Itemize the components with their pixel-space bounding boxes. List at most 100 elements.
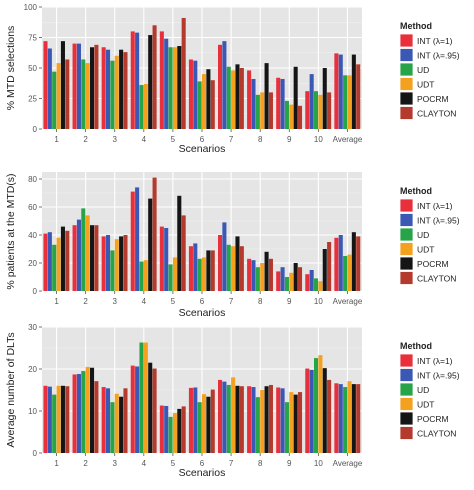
legend-label: INT (λ=1) — [417, 356, 453, 366]
x-tick-label: 8 — [258, 135, 263, 144]
bar-ud — [226, 66, 231, 129]
bar-ud — [139, 261, 144, 291]
y-axis-title: % MTD selections — [5, 26, 17, 111]
legend-label: UD — [417, 230, 429, 240]
legend-label: INT (λ=.95) — [417, 216, 460, 226]
bar-int-95- — [135, 32, 140, 130]
bar-int-1- — [305, 274, 310, 291]
bar-int-1- — [218, 379, 223, 453]
bar-ud — [168, 264, 173, 291]
bar-int-95- — [309, 270, 314, 291]
bar-udt — [318, 355, 323, 453]
bar-clayton — [327, 242, 332, 291]
bar-clayton — [94, 225, 99, 291]
bar-int-1- — [72, 43, 77, 129]
legend-title: Method — [400, 21, 432, 31]
bar-ud — [255, 397, 260, 453]
bar-int-95- — [222, 41, 227, 129]
bar-udt — [231, 377, 236, 453]
bar-int-95- — [222, 222, 227, 291]
x-tick-label: 5 — [171, 135, 176, 144]
x-tick-label: 3 — [113, 297, 118, 306]
bar-int-1- — [188, 387, 193, 453]
x-tick-label: 9 — [287, 135, 292, 144]
legend-swatch — [399, 271, 414, 285]
y-tick-label: 0 — [33, 287, 38, 296]
bar-udt — [260, 263, 265, 291]
bar-ud — [343, 75, 348, 129]
legend-label: UDT — [417, 400, 434, 410]
y-tick-label: 30 — [28, 323, 37, 332]
bar-pocrm — [206, 250, 211, 291]
bar-ud — [255, 267, 260, 291]
legend-label: UD — [417, 385, 429, 395]
bar-udt — [143, 260, 148, 291]
legend-label: UDT — [417, 80, 434, 90]
legend-swatch — [399, 242, 414, 256]
legend-label: UDT — [417, 245, 434, 255]
bar-clayton — [239, 386, 244, 453]
bar-ud — [314, 358, 319, 453]
bar-pocrm — [351, 384, 356, 453]
legend-swatch — [399, 106, 414, 120]
bar-udt — [143, 342, 148, 453]
bar-int-95- — [76, 43, 81, 129]
bar-int-1- — [334, 53, 339, 129]
bar-ud — [284, 100, 289, 129]
bar-ud — [284, 402, 289, 453]
legend-label: INT (λ=.95) — [417, 371, 460, 381]
bar-int-95- — [251, 260, 256, 291]
bar-clayton — [152, 177, 157, 291]
bar-int-95- — [135, 366, 140, 453]
bar-clayton — [94, 44, 99, 129]
bar-clayton — [123, 388, 128, 453]
x-axis-title: Scenarios — [179, 467, 226, 479]
x-tick-label: 7 — [229, 459, 234, 468]
legend-label: INT (λ=1) — [417, 201, 453, 211]
bar-udt — [289, 272, 294, 291]
bar-clayton — [268, 92, 273, 129]
bar-int-1- — [159, 405, 164, 453]
bar-pocrm — [264, 386, 269, 453]
bar-int-95- — [47, 232, 52, 291]
bar-int-1- — [305, 91, 310, 129]
bar-clayton — [123, 52, 128, 129]
bar-int-1- — [247, 70, 252, 129]
bar-int-1- — [276, 271, 281, 291]
y-tick-label: 80 — [28, 175, 37, 184]
bar-udt — [114, 55, 119, 129]
x-tick-label: 2 — [83, 459, 88, 468]
bar-int-95- — [280, 267, 285, 291]
x-tick-label: 1 — [54, 297, 59, 306]
bar-pocrm — [90, 47, 95, 130]
bar-int-95- — [47, 48, 52, 130]
legend-swatch — [399, 33, 414, 48]
bar-udt — [347, 75, 352, 129]
bar-ud — [314, 278, 319, 291]
bar-udt — [318, 281, 323, 291]
legend-label: POCRM — [417, 414, 449, 424]
bar-clayton — [210, 389, 215, 453]
legend-label: POCRM — [417, 94, 449, 104]
y-tick-label: 10 — [28, 407, 37, 416]
bar-ud — [139, 342, 144, 453]
bar-udt — [289, 104, 294, 129]
bar-udt — [56, 385, 61, 453]
bar-udt — [318, 94, 323, 129]
bar-udt — [172, 413, 177, 453]
bar-int-95- — [193, 243, 198, 291]
y-tick-label: 20 — [28, 259, 37, 268]
bar-pocrm — [206, 69, 211, 129]
bar-clayton — [239, 246, 244, 291]
bar-int-95- — [193, 60, 198, 129]
bar-clayton — [152, 25, 157, 129]
y-axis-title: % patients at the MTD(s) — [5, 173, 17, 289]
legend-swatch — [399, 77, 414, 91]
bar-ud — [168, 47, 173, 130]
bar-clayton — [268, 384, 273, 453]
legend-swatch — [399, 256, 414, 271]
bar-int-1- — [130, 31, 135, 129]
bar-clayton — [356, 236, 361, 291]
bar-udt — [347, 381, 352, 453]
